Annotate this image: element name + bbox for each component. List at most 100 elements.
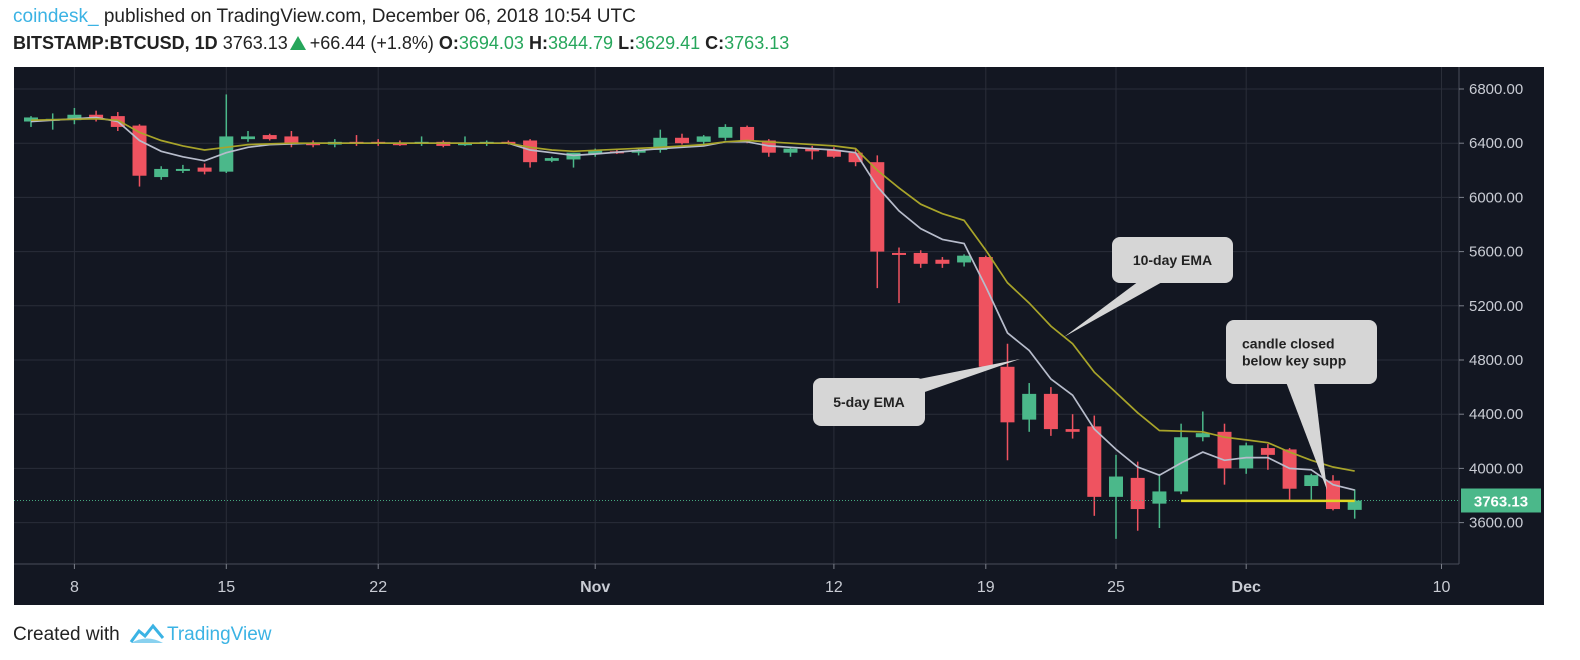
x-tick-label: Dec bbox=[1232, 579, 1261, 596]
candle-body bbox=[1065, 429, 1080, 432]
callout-candle-closed-box bbox=[1226, 320, 1377, 384]
author-link[interactable]: coindesk_ bbox=[13, 6, 99, 27]
tradingview-link[interactable]: TradingView bbox=[166, 624, 272, 645]
close-label: C: bbox=[705, 33, 725, 53]
open-value: 3694.03 bbox=[458, 33, 524, 53]
candle-body bbox=[913, 252, 928, 264]
y-tick-label: 6800.00 bbox=[1469, 81, 1523, 98]
ema10-line bbox=[30, 117, 1355, 472]
y-tick-label: 5200.00 bbox=[1469, 298, 1523, 315]
candle-body bbox=[154, 168, 169, 178]
chart-panel[interactable]: 6800.00 6400.00 6000.00 5600.00 5200.00 4800.… bbox=[14, 67, 1544, 605]
low-label: L: bbox=[618, 33, 636, 53]
publish-info: coindesk_ published on TradingView.com, … bbox=[13, 6, 636, 28]
candle-body bbox=[219, 136, 234, 172]
y-tick-label: 6000.00 bbox=[1469, 189, 1523, 206]
x-tick-label: 8 bbox=[70, 579, 79, 596]
candle-body bbox=[826, 149, 841, 157]
candle-body bbox=[241, 136, 255, 140]
candle-body bbox=[175, 168, 190, 171]
price-change: +66.44 (+1.8%) bbox=[309, 33, 434, 53]
y-tick-label: 4400.00 bbox=[1469, 406, 1523, 423]
price-chart[interactable]: 6800.00 6400.00 6000.00 5600.00 5200.00 4800.… bbox=[14, 67, 1544, 605]
candle-body bbox=[1130, 477, 1145, 510]
created-with-text: Created with bbox=[13, 624, 120, 645]
candle-body bbox=[848, 152, 863, 163]
y-tick-label: 4800.00 bbox=[1469, 352, 1523, 369]
candle-body bbox=[870, 162, 885, 252]
ema5-line bbox=[30, 116, 1355, 491]
candle-body bbox=[1174, 437, 1189, 492]
candle-body bbox=[718, 126, 733, 138]
tradingview-logo-icon bbox=[129, 623, 165, 643]
callout-candle-closed-text: below key supp bbox=[1242, 353, 1346, 369]
candle-body bbox=[978, 257, 993, 367]
candle-body bbox=[1347, 500, 1362, 510]
candle-body bbox=[935, 259, 950, 264]
candle-body bbox=[284, 136, 299, 144]
x-tick-label: 10 bbox=[1433, 579, 1451, 596]
candle-body bbox=[588, 149, 603, 155]
callout-10-day-ema-pointer bbox=[1064, 281, 1164, 337]
candle-body bbox=[1304, 475, 1319, 487]
callout-5-day-ema-pointer bbox=[894, 359, 1020, 394]
ema-lines bbox=[30, 116, 1355, 491]
last-price: 3763.13 bbox=[222, 33, 288, 53]
x-tick-label: 19 bbox=[977, 579, 995, 596]
callout-candle-closed-pointer bbox=[1286, 382, 1327, 490]
low-value: 3629.41 bbox=[635, 33, 701, 53]
y-tick-label: 3600.00 bbox=[1469, 515, 1523, 532]
candle-body bbox=[675, 137, 689, 144]
callout-5-day-ema-box bbox=[813, 378, 925, 426]
ohlc-legend: BITSTAMP:BTCUSD, 1D 3763.13 +66.44 (+1.8%… bbox=[13, 33, 789, 54]
candle-body bbox=[458, 143, 472, 146]
symbol-label: BITSTAMP:BTCUSD, 1D bbox=[13, 33, 218, 53]
callout-candle-closed-text: candle closed bbox=[1242, 336, 1335, 352]
up-arrow-icon bbox=[289, 36, 306, 50]
close-value: 3763.13 bbox=[724, 33, 790, 53]
x-tick-label: Nov bbox=[580, 579, 610, 596]
candles bbox=[24, 94, 1362, 539]
candle-body bbox=[783, 148, 798, 153]
candle-body bbox=[1260, 448, 1275, 455]
callout-10-day-ema-box bbox=[1112, 237, 1233, 283]
candle-body bbox=[1087, 426, 1102, 497]
x-tick-label: 22 bbox=[369, 579, 387, 596]
price-axis: 6800.00 6400.00 6000.00 5600.00 5200.00 4800.… bbox=[1458, 67, 1523, 564]
candle-body bbox=[306, 143, 321, 146]
candle-body bbox=[696, 136, 711, 142]
candle-body bbox=[1000, 366, 1015, 423]
callout-5-day-ema-text: 5-day EMA bbox=[833, 394, 905, 410]
candle-body bbox=[1195, 433, 1210, 438]
candle-body bbox=[392, 143, 407, 146]
candle-body bbox=[631, 149, 646, 153]
published-text: published on TradingView.com, December 0… bbox=[103, 6, 636, 27]
last-price-badge-label: 3763.13 bbox=[1474, 493, 1528, 510]
callout-5-day-ema: 5-day EMA bbox=[813, 359, 1020, 426]
last-price-badge bbox=[1461, 488, 1541, 513]
candle-body bbox=[1109, 476, 1123, 497]
callout-10-day-ema: 10-day EMA bbox=[1064, 237, 1233, 337]
candle-body bbox=[740, 126, 755, 141]
candle-body bbox=[197, 167, 212, 172]
candle-body bbox=[544, 158, 559, 161]
candle-body bbox=[1022, 393, 1037, 420]
candle-body bbox=[1043, 393, 1058, 430]
x-tick-label: 12 bbox=[825, 579, 843, 596]
y-tick-label: 6400.00 bbox=[1469, 135, 1523, 152]
high-label: H: bbox=[528, 33, 548, 53]
x-tick-label: 25 bbox=[1107, 579, 1125, 596]
candle-body bbox=[67, 114, 82, 121]
time-axis: 8 15 22 Nov 12 19 25 Dec 10 bbox=[14, 563, 1459, 596]
open-label: O: bbox=[438, 33, 459, 53]
candle-body bbox=[805, 148, 820, 152]
candle-body bbox=[957, 255, 972, 263]
callout-10-day-ema-text: 10-day EMA bbox=[1133, 252, 1212, 268]
high-value: 3844.79 bbox=[547, 33, 614, 53]
footer: Created with TradingView bbox=[13, 622, 272, 646]
candle-body bbox=[262, 135, 277, 140]
y-tick-label: 4000.00 bbox=[1469, 460, 1523, 477]
candle-body bbox=[892, 252, 906, 255]
